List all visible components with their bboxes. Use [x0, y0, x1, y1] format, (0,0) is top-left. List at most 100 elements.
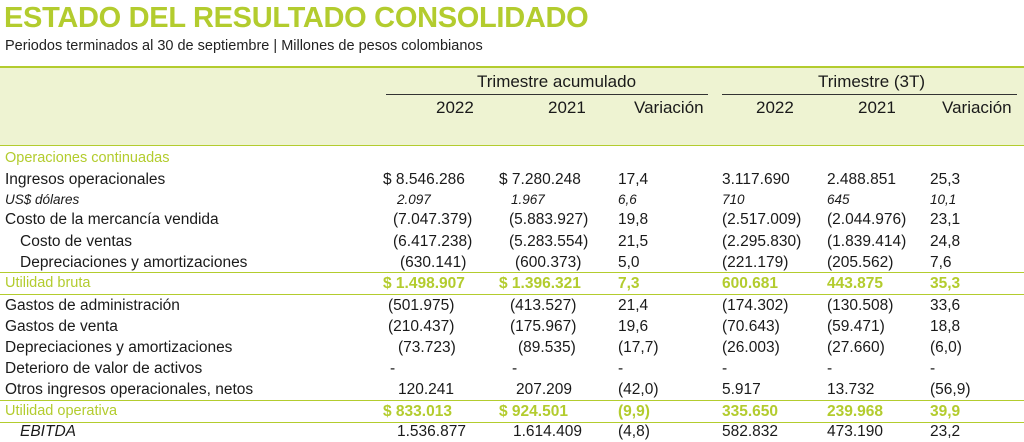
- cell-value: -: [930, 360, 936, 377]
- cell-value: (42,0): [618, 381, 659, 398]
- section-label: Operaciones continuadas: [5, 150, 170, 166]
- table-row: Depreciaciones y amortizaciones (630.141…: [0, 252, 1024, 273]
- cell-value: 1.967: [511, 192, 545, 207]
- table-row: Depreciaciones y amortizaciones (73.723)…: [0, 337, 1024, 358]
- cell-value: (2.517.009): [722, 211, 802, 228]
- cell-value: (630.141): [400, 254, 467, 271]
- cell-value: 10,1: [930, 192, 957, 207]
- cell-value: 17,4: [618, 171, 649, 188]
- cell-value: -: [512, 360, 518, 377]
- cell-value: $ 1.396.321: [499, 275, 581, 292]
- table-row: Costo de la mercancía vendida (7.047.379…: [0, 209, 1024, 230]
- cell-value: 7,3: [618, 275, 640, 292]
- table-row: Costo de ventas (6.417.238) (5.283.554) …: [0, 231, 1024, 252]
- cell-value: (210.437): [388, 318, 455, 335]
- row-label: Depreciaciones y amortizaciones: [5, 339, 233, 356]
- cell-value: $ 7.280.248: [499, 171, 581, 188]
- cell-value: 1.614.409: [513, 423, 582, 440]
- cell-value: -: [390, 360, 396, 377]
- cell-value: 39,9: [930, 403, 961, 420]
- cell-value: (56,9): [930, 381, 971, 398]
- cell-value: 6,6: [618, 192, 637, 207]
- table-header: [0, 67, 1024, 146]
- cell-value: (174.302): [722, 297, 789, 314]
- column-header: 2022: [756, 98, 794, 117]
- cell-value: (600.373): [515, 254, 582, 271]
- cell-value: (5.883.927): [509, 211, 589, 228]
- cell-value: (2.295.830): [722, 233, 802, 250]
- cell-value: (413.527): [510, 297, 577, 314]
- cell-value: (130.508): [827, 297, 894, 314]
- row-label: Utilidad operativa: [5, 403, 118, 419]
- cell-value: 443.875: [827, 275, 884, 292]
- group-rule-accumulated: [386, 94, 708, 95]
- cell-value: (17,7): [618, 339, 659, 356]
- cell-value: (1.839.414): [827, 233, 907, 250]
- row-label: Depreciaciones y amortizaciones: [20, 254, 248, 271]
- row-label: Otros ingresos operacionales, netos: [5, 381, 254, 398]
- cell-value: 120.241: [398, 381, 455, 398]
- subtotal-row: Utilidad operativa $ 833.013 $ 924.501 (…: [0, 400, 1024, 423]
- cell-value: 335.650: [722, 403, 779, 420]
- cell-value: (4,8): [618, 423, 650, 440]
- cell-value: -: [827, 360, 833, 377]
- cell-value: 473.190: [827, 423, 884, 440]
- cell-value: 239.968: [827, 403, 884, 420]
- table-row: Otros ingresos operacionales, netos 120.…: [0, 379, 1024, 400]
- section-header: Operaciones continuadas: [0, 148, 1024, 169]
- cell-value: 645: [827, 192, 850, 207]
- cell-value: $ 8.546.286: [383, 171, 465, 188]
- cell-value: (5.283.554): [509, 233, 589, 250]
- cell-value: 5,0: [618, 254, 640, 271]
- cell-value: 21,5: [618, 233, 649, 250]
- cell-value: 18,8: [930, 318, 961, 335]
- column-header: 2021: [548, 98, 586, 117]
- cell-value: (89.535): [518, 339, 576, 356]
- subtotal-row: Utilidad bruta $ 1.498.907 $ 1.396.321 7…: [0, 272, 1024, 295]
- cell-value: (175.967): [510, 318, 577, 335]
- cell-value: 24,8: [930, 233, 961, 250]
- row-label: Costo de ventas: [20, 233, 133, 250]
- group-rule-quarter: [722, 94, 1017, 95]
- cell-value: (2.044.976): [827, 211, 907, 228]
- cell-value: (7.047.379): [393, 211, 473, 228]
- cell-value: (501.975): [388, 297, 455, 314]
- cell-value: 23,2: [930, 423, 961, 440]
- cell-value: 3.117.690: [722, 171, 790, 188]
- table-row: Ingresos operacionales $ 8.546.286 $ 7.2…: [0, 169, 1024, 190]
- cell-value: 7,6: [930, 254, 952, 271]
- row-label: EBITDA: [20, 423, 76, 440]
- cell-value: $ 833.013: [383, 403, 452, 420]
- cell-value: 5.917: [722, 381, 761, 398]
- column-header: 2022: [436, 98, 474, 117]
- cell-value: (73.723): [398, 339, 456, 356]
- cell-value: (26.003): [722, 339, 780, 356]
- page-subtitle: Periodos terminados al 30 de septiembre …: [5, 38, 483, 54]
- group-header-accumulated: Trimestre acumulado: [477, 72, 637, 91]
- cell-value: (6.417.238): [393, 233, 473, 250]
- cell-value: $ 1.498.907: [383, 275, 465, 292]
- cell-value: -: [722, 360, 728, 377]
- cell-value: (27.660): [827, 339, 885, 356]
- cell-value: 25,3: [930, 171, 961, 188]
- row-label: US$ dólares: [5, 192, 80, 207]
- cell-value: 2.488.851: [827, 171, 896, 188]
- page-title: ESTADO DEL RESULTADO CONSOLIDADO: [4, 2, 589, 34]
- header-top-rule: [0, 66, 1024, 68]
- row-label: Gastos de venta: [5, 318, 118, 335]
- cell-value: 23,1: [930, 211, 961, 228]
- column-header: 2021: [858, 98, 896, 117]
- row-label: Gastos de administración: [5, 297, 180, 314]
- cell-value: 582.832: [722, 423, 779, 440]
- row-label: Costo de la mercancía vendida: [5, 211, 219, 228]
- cell-value: $ 924.501: [499, 403, 568, 420]
- cell-value: 13.732: [827, 381, 875, 398]
- row-label: Deterioro de valor de activos: [5, 360, 203, 377]
- cell-value: 600.681: [722, 275, 779, 292]
- cell-value: (70.643): [722, 318, 780, 335]
- column-header: Variación: [942, 98, 1012, 117]
- cell-value: 19,8: [618, 211, 649, 228]
- header-bottom-rule: [0, 145, 1024, 146]
- row-label: Ingresos operacionales: [5, 171, 166, 188]
- cell-value: 35,3: [930, 275, 961, 292]
